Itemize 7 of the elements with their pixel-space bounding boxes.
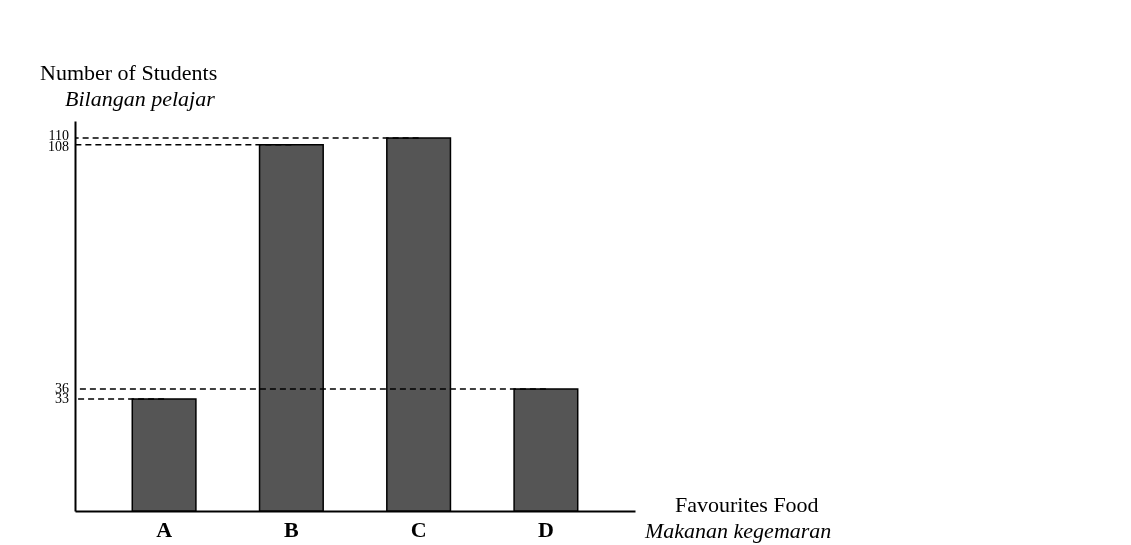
- x-tick-label: A: [156, 516, 173, 542]
- y-tick-label: 110: [48, 127, 69, 143]
- x-tick-label: C: [410, 516, 427, 542]
- x-tick-label: B: [284, 516, 300, 542]
- y-axis-title: Number of Students Bilangan pelajar: [40, 60, 218, 111]
- x-axis-title: Favourites Food Makanan kegemaran: [644, 492, 832, 543]
- x-tick-label: D: [537, 516, 554, 542]
